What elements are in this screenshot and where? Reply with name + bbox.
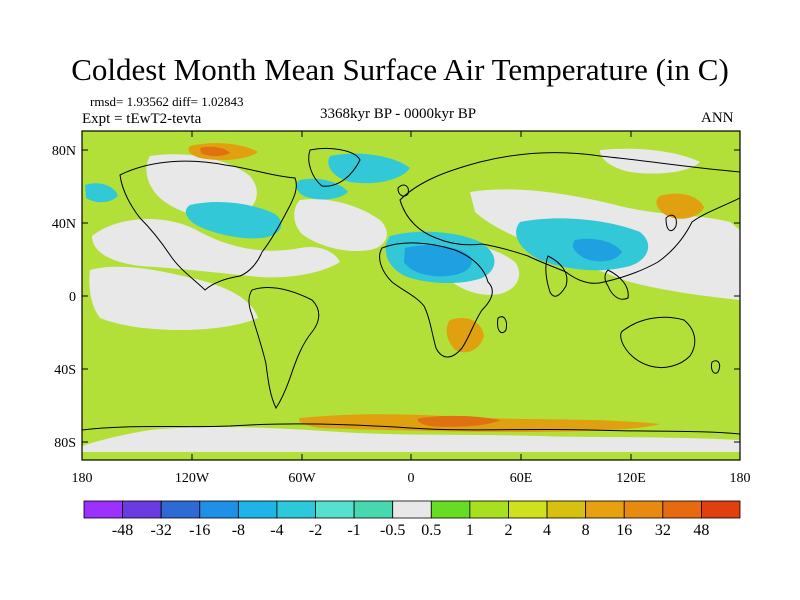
cool-anomaly-region bbox=[185, 201, 282, 239]
near-zero-region bbox=[146, 154, 257, 218]
colorbar-swatch bbox=[315, 500, 355, 519]
axis-tick-labels: 80N 40N 0 40S 80S 180 120W 60W 0 60E 120… bbox=[52, 144, 751, 486]
south-america-coast bbox=[248, 287, 320, 409]
experiment-label: Expt = tEwT2-tevta bbox=[82, 111, 202, 127]
colorbar-swatch bbox=[508, 500, 548, 519]
axis-ticks bbox=[81, 131, 741, 460]
season-label: ANN bbox=[701, 110, 734, 126]
colorbar-label: -48 bbox=[112, 522, 133, 539]
map-title: Coldest Month Mean Surface Air Temperatu… bbox=[71, 52, 729, 87]
colorbar-swatch bbox=[237, 500, 278, 519]
colorbar-swatch bbox=[701, 500, 741, 519]
cool-anomaly-region bbox=[296, 178, 348, 200]
colorbar-label: -4 bbox=[270, 522, 283, 539]
colorbar-label: -32 bbox=[151, 522, 172, 539]
antarctica-coast bbox=[82, 423, 740, 435]
lon-tick-label: 180 bbox=[72, 471, 93, 486]
colorbar-swatch bbox=[83, 500, 123, 519]
near-zero-region bbox=[82, 426, 740, 452]
eurasia-coast bbox=[399, 152, 740, 284]
colorbar-label: 2 bbox=[504, 522, 512, 539]
colorbar: -48 -32 -16 -8 -4 -2 -1 -0.5 0.5 1 2 4 8… bbox=[83, 500, 741, 539]
hot-anomaly-region bbox=[417, 415, 500, 427]
colorbar-label: 16 bbox=[616, 522, 632, 539]
lon-tick-label: 180 bbox=[730, 471, 751, 486]
cold-anomaly-region bbox=[404, 245, 472, 277]
lon-tick-label: 0 bbox=[408, 471, 415, 486]
lat-tick-label: 0 bbox=[69, 290, 76, 305]
colorbar-swatch bbox=[276, 500, 316, 519]
colorbar-swatch bbox=[585, 500, 625, 519]
colorbar-label: 48 bbox=[693, 522, 709, 539]
warm-anomaly-region bbox=[446, 317, 484, 353]
lat-tick-label: 80S bbox=[54, 436, 76, 451]
lat-tick-label: 80N bbox=[52, 144, 76, 159]
colorbar-label: -0.5 bbox=[380, 522, 405, 539]
cold-anomaly-region bbox=[572, 238, 622, 262]
africa-coast bbox=[379, 242, 493, 358]
period-label: 3368kyr BP - 0000kyr BP bbox=[320, 106, 477, 122]
near-zero-region bbox=[294, 199, 387, 252]
lon-tick-label: 120W bbox=[175, 471, 210, 486]
lon-tick-label: 60E bbox=[510, 471, 533, 486]
colorbar-swatch bbox=[122, 500, 162, 519]
cool-anomaly-region bbox=[85, 183, 118, 203]
colorbar-swatch bbox=[199, 500, 239, 519]
rmsd-diff-stats: rmsd= 1.93562 diff= 1.02843 bbox=[90, 94, 244, 109]
near-zero-region bbox=[89, 266, 258, 330]
near-zero-region bbox=[600, 148, 700, 174]
lon-tick-label: 60W bbox=[288, 471, 316, 486]
madagascar-coast bbox=[497, 316, 507, 334]
hot-anomaly-region bbox=[200, 146, 230, 156]
lat-tick-label: 40S bbox=[54, 363, 76, 378]
coastlines bbox=[82, 147, 740, 435]
japan-coast bbox=[665, 214, 677, 232]
colorbar-label: -8 bbox=[232, 522, 245, 539]
greenland-coast bbox=[308, 147, 361, 187]
colorbar-label: -1 bbox=[347, 522, 360, 539]
new-zealand-coast bbox=[711, 360, 721, 374]
colorbar-label: 0.5 bbox=[421, 522, 441, 539]
colorbar-swatch bbox=[392, 500, 432, 519]
lon-tick-label: 120E bbox=[616, 471, 646, 486]
colorbar-label: 1 bbox=[466, 522, 474, 539]
colorbar-label: 32 bbox=[655, 522, 671, 539]
colorbar-label: 8 bbox=[582, 522, 590, 539]
colorbar-swatch bbox=[469, 500, 509, 519]
north-america-coast bbox=[119, 160, 297, 291]
lat-tick-label: 40N bbox=[52, 217, 76, 232]
colorbar-swatch bbox=[662, 500, 702, 519]
india-coast bbox=[545, 255, 568, 297]
colorbar-label: 4 bbox=[543, 522, 551, 539]
colorbar-label: -16 bbox=[189, 522, 210, 539]
colorbar-swatch bbox=[353, 500, 394, 519]
colorbar-swatch bbox=[546, 500, 587, 519]
colorbar-swatch bbox=[430, 500, 471, 519]
southeast-asia-coast bbox=[604, 269, 629, 300]
temperature-field bbox=[82, 131, 740, 460]
colorbar-label: -2 bbox=[309, 522, 322, 539]
uk-coast bbox=[397, 184, 409, 197]
warm-anomaly-region bbox=[656, 193, 704, 219]
australia-coast bbox=[620, 316, 696, 369]
colorbar-swatch bbox=[623, 500, 664, 519]
colorbar-swatch bbox=[160, 500, 201, 519]
